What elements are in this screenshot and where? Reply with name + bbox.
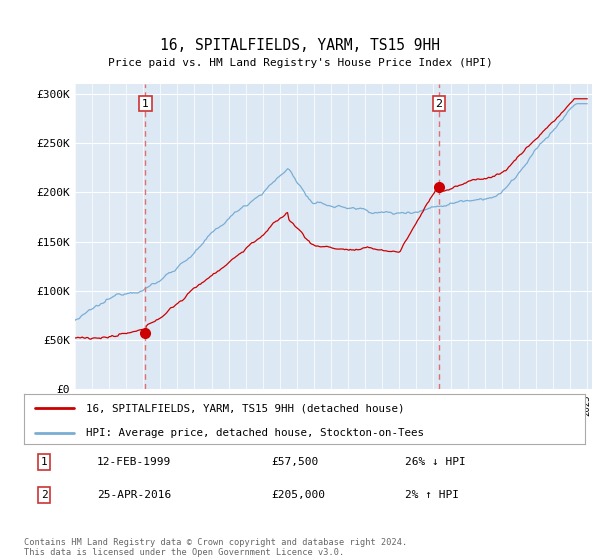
Text: 16, SPITALFIELDS, YARM, TS15 9HH (detached house): 16, SPITALFIELDS, YARM, TS15 9HH (detach… (86, 403, 404, 413)
Bar (145, 84, 439, 389)
Text: Contains HM Land Registry data © Crown copyright and database right 2024.
This d: Contains HM Land Registry data © Crown c… (24, 538, 407, 557)
Text: 2: 2 (436, 99, 442, 109)
Text: HPI: Average price, detached house, Stockton-on-Tees: HPI: Average price, detached house, Stoc… (86, 428, 424, 438)
Text: 16, SPITALFIELDS, YARM, TS15 9HH: 16, SPITALFIELDS, YARM, TS15 9HH (160, 38, 440, 53)
Text: 25-APR-2016: 25-APR-2016 (97, 490, 171, 500)
Text: 12-FEB-1999: 12-FEB-1999 (97, 457, 171, 467)
Text: 1: 1 (41, 457, 47, 467)
Text: Price paid vs. HM Land Registry's House Price Index (HPI): Price paid vs. HM Land Registry's House … (107, 58, 493, 68)
Text: 1: 1 (142, 99, 149, 109)
Text: 2% ↑ HPI: 2% ↑ HPI (406, 490, 460, 500)
Text: 2: 2 (41, 490, 47, 500)
Bar (75, 84, 145, 389)
Text: £205,000: £205,000 (271, 490, 325, 500)
Text: 26% ↓ HPI: 26% ↓ HPI (406, 457, 466, 467)
Text: £57,500: £57,500 (271, 457, 318, 467)
